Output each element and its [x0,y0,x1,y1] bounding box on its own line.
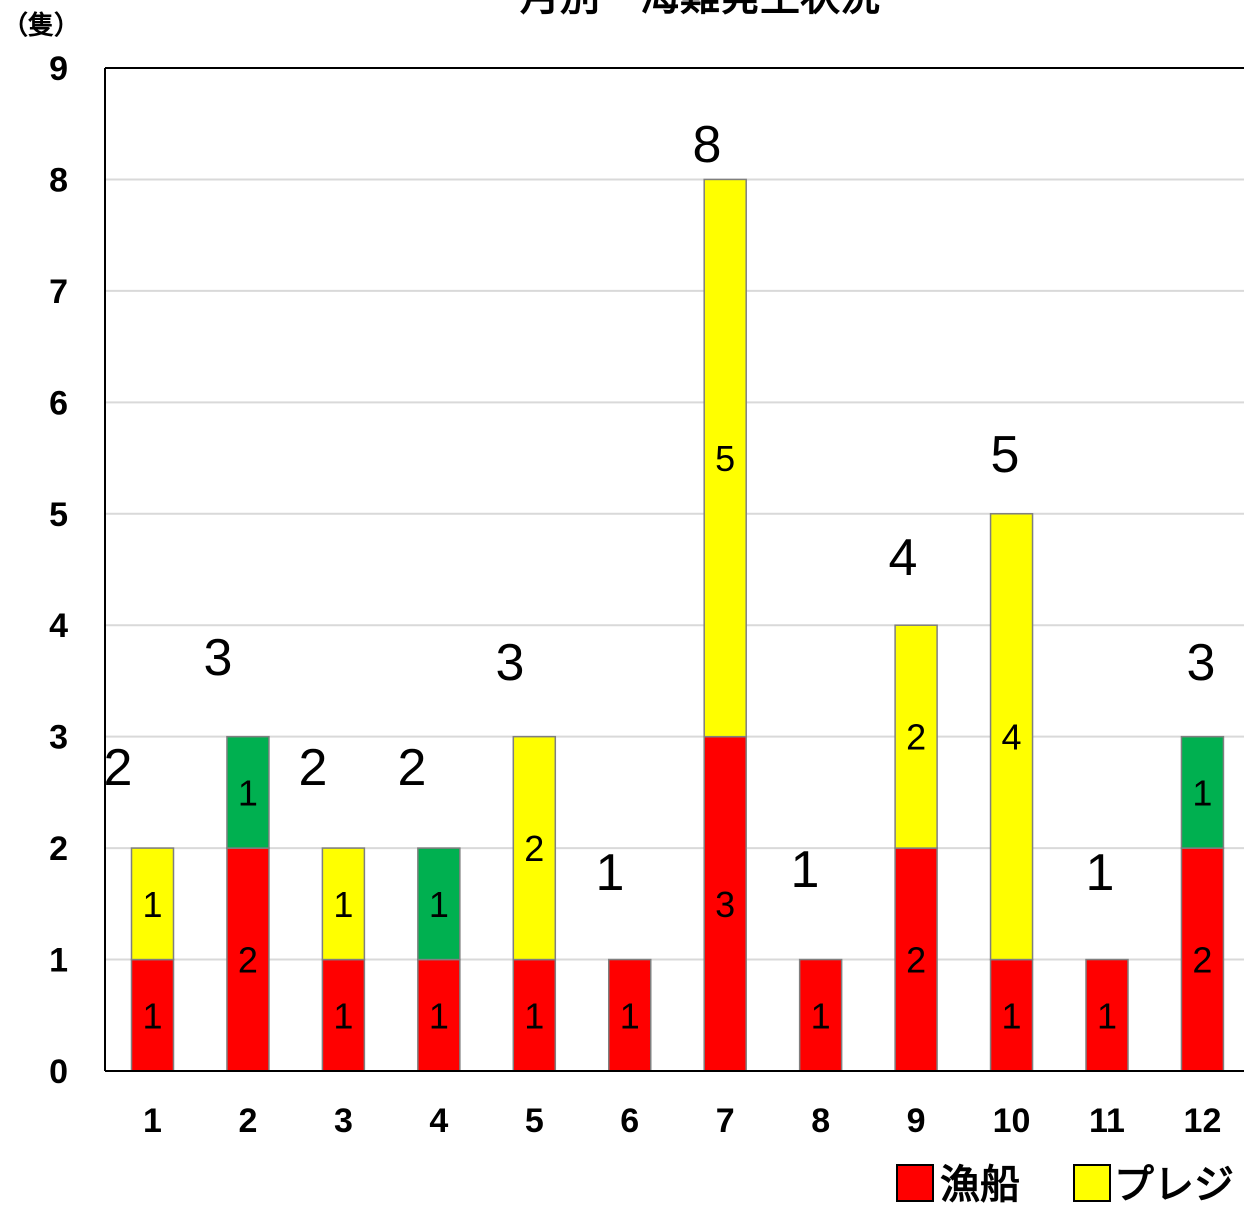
y-tick-label: 8 [49,161,68,199]
y-axis-unit-label: （隻） [2,10,80,40]
bar-segment-label: 1 [333,884,353,925]
bar-segment-label: 5 [715,438,735,479]
bar-segment-label: 1 [1002,995,1022,1036]
bar-segment [321,847,366,961]
legend-swatch-fishing-boat [896,1164,934,1202]
bar-segment-label: 2 [906,717,926,758]
bar-segment [512,735,557,961]
total-labels: 2 3 2 2 3 1 8 1 4 5 1 3 [104,116,1216,902]
bar-segment-label: 1 [620,995,640,1036]
bars [130,178,1225,1072]
y-tick-label: 1 [49,942,68,980]
bar-total-label: 4 [889,529,918,587]
bar-segment-label: 1 [811,995,831,1036]
y-tick-label: 5 [49,496,68,534]
y-tick-label: 9 [49,50,68,88]
bar-segment-label: 1 [1097,995,1117,1036]
y-tick-label: 4 [49,607,68,645]
x-tick-label: 5 [525,1102,544,1140]
y-tick-label: 0 [49,1053,68,1091]
bar-total-label: 2 [104,739,133,797]
y-tick-label: 7 [49,273,68,311]
chart-title: 月別 海難発生状況 [520,0,880,19]
bar-total-label: 3 [496,634,525,692]
axes [104,67,1244,1072]
bar-segment [226,847,270,1072]
bar-total-label: 3 [204,629,233,687]
x-tick-label: 12 [1184,1102,1222,1140]
bar-segment [226,735,270,849]
bar-segment-label: 2 [906,940,926,981]
bar-total-label: 1 [791,841,820,899]
bar-segment-label: 1 [142,995,162,1036]
bar-segment-label: 4 [1002,717,1022,758]
y-tick-label: 3 [49,719,68,757]
bar-segment [894,624,938,849]
legend-label-fishing-boat: 漁船 [940,1163,1020,1206]
legend-swatch-pleasure-boat [1073,1164,1111,1202]
x-tick-label: 3 [334,1102,353,1140]
bar-segment-label: 2 [524,828,544,869]
x-tick-label: 6 [620,1102,639,1140]
bar-segment-label: 1 [429,884,449,925]
bar-total-label: 2 [398,739,427,797]
legend: 漁船 プレジ [896,1163,1234,1206]
bar-total-label: 5 [991,426,1020,484]
bar-segment-label: 1 [1192,772,1212,813]
bar-segment [1180,735,1225,849]
gridlines [105,178,1244,961]
x-tick-label: 8 [811,1102,830,1140]
bar-total-label: 2 [299,739,328,797]
bar-segment [130,958,175,1072]
bar-total-label: 1 [1086,844,1115,902]
bar-segment-label: 1 [524,995,544,1036]
bar-segment-label: 1 [333,995,353,1036]
bar-segment-label: 1 [238,772,258,813]
bar-segment [798,958,843,1072]
x-tick-label: 2 [238,1102,257,1140]
x-tick-label: 1 [143,1102,162,1140]
x-tick-labels: 1 2 3 4 5 6 7 8 9 10 11 12 [143,1102,1221,1140]
bar-segment-label: 1 [142,884,162,925]
bar-segment-label: 3 [715,884,735,925]
bar-segment-label: 2 [238,940,258,981]
bar-segment-label: 1 [429,995,449,1036]
bar-segment [989,958,1034,1072]
x-tick-label: 9 [907,1102,926,1140]
x-tick-label: 10 [993,1102,1031,1140]
bar-segment [1085,958,1129,1072]
x-tick-label: 11 [1089,1102,1125,1140]
bar-segment [1180,847,1225,1072]
bar-segment [989,513,1034,961]
bar-total-label: 3 [1187,634,1216,692]
bar-total-label: 8 [693,116,722,174]
bar-segment [321,958,366,1072]
bar-segment-label: 2 [1192,940,1212,981]
bar-segment [130,847,175,961]
y-tick-labels: 0 1 2 3 4 5 6 7 8 9 [49,50,68,1091]
bar-segment [608,958,652,1072]
bar-segment [417,847,461,961]
y-tick-label: 2 [49,830,68,868]
y-tick-label: 6 [49,384,68,422]
bar-total-label: 1 [596,844,625,902]
bar-segment [703,178,747,738]
x-tick-label: 7 [716,1102,735,1140]
x-tick-label: 4 [429,1102,448,1140]
legend-label-pleasure-boat: プレジ [1114,1163,1234,1206]
